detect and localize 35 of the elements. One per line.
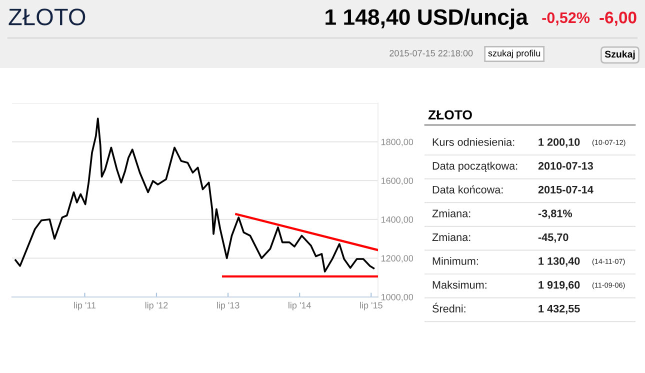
text: 1 432,55 <box>538 304 580 314</box>
x-tick-label: lip '13 <box>216 302 240 310</box>
text: -6,00 <box>600 12 636 26</box>
x-tick-label: lip '14 <box>288 302 311 310</box>
text: 1 148,40 USD/uncja <box>326 8 528 30</box>
text: 2010-07-13 <box>538 162 594 170</box>
y-tick-label: 1200,00 <box>381 255 414 263</box>
text: Minimum: <box>432 256 478 265</box>
y-tick-label: 1600,00 <box>381 178 414 186</box>
text: Kurs odniesienia: <box>432 138 514 146</box>
x-tick-label: lip '15 <box>360 302 382 310</box>
text: Data końcowa: <box>432 185 503 194</box>
y-tick-label: 1800,00 <box>381 138 414 146</box>
line-series <box>14 118 375 272</box>
text: Średni: <box>432 302 466 313</box>
text: Zmiana: <box>432 209 470 218</box>
text: -3,81% <box>538 210 572 219</box>
text: Maksimum: <box>432 280 486 289</box>
text: szukaj profilu <box>488 50 540 58</box>
x-tick-label: lip '12 <box>145 302 168 310</box>
chart-title: ZŁOTO <box>8 8 86 26</box>
y-tick-label: 1000,00 <box>381 294 414 302</box>
text: ZŁOTO <box>428 110 472 120</box>
x-tick-label: lip '11 <box>74 302 96 310</box>
text: -0,52% <box>542 12 590 26</box>
text: 1 919,60 <box>538 281 580 290</box>
text: 1 130,40 <box>538 257 580 266</box>
text: -45,70 <box>538 233 568 243</box>
text: 2015-07-15 22:18:00 <box>390 50 473 56</box>
text: 2015-07-14 <box>538 186 594 194</box>
y-tick-label: 1400,00 <box>381 216 414 224</box>
text: Data początkowa: <box>432 162 518 172</box>
text: 1 200,10 <box>538 138 580 148</box>
text: Szukaj <box>604 50 635 60</box>
text: Zmiana: <box>432 233 470 242</box>
